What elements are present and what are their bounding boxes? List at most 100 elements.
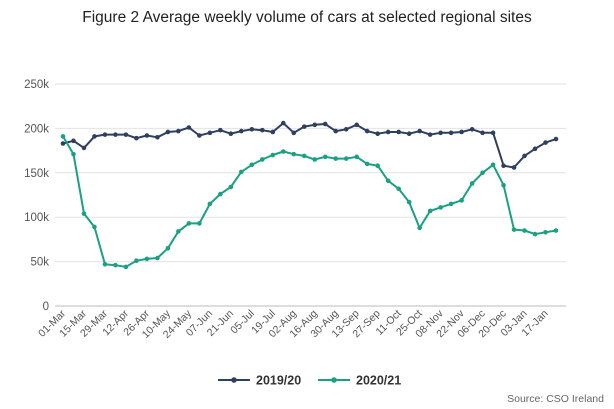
data-point bbox=[186, 221, 192, 226]
data-point bbox=[417, 128, 422, 134]
y-tick-label: 100k bbox=[24, 212, 49, 224]
data-point bbox=[490, 130, 496, 136]
data-point bbox=[448, 201, 454, 207]
series-lines bbox=[60, 120, 559, 270]
data-point bbox=[427, 132, 433, 137]
data-point bbox=[501, 163, 506, 168]
data-point bbox=[322, 121, 328, 127]
data-point bbox=[155, 255, 160, 261]
data-point bbox=[123, 264, 129, 270]
legend-swatch-marker bbox=[231, 377, 237, 383]
data-point bbox=[92, 224, 97, 230]
data-point bbox=[218, 191, 223, 197]
data-point bbox=[511, 227, 517, 232]
data-point bbox=[532, 231, 538, 237]
data-point bbox=[113, 262, 118, 268]
series-1 bbox=[60, 120, 559, 170]
data-point bbox=[207, 201, 213, 207]
data-point bbox=[375, 131, 380, 137]
data-point bbox=[81, 145, 87, 151]
data-point bbox=[239, 169, 244, 175]
y-tick-label: 150k bbox=[24, 168, 49, 180]
data-point bbox=[364, 128, 370, 134]
data-point bbox=[123, 132, 129, 137]
data-point bbox=[459, 198, 464, 203]
data-point bbox=[469, 181, 475, 186]
data-point bbox=[543, 229, 548, 235]
data-point bbox=[438, 130, 443, 136]
data-point bbox=[511, 165, 517, 170]
series-line bbox=[62, 135, 557, 268]
data-point bbox=[333, 128, 339, 134]
data-point bbox=[553, 136, 559, 142]
data-point bbox=[396, 129, 401, 135]
data-point bbox=[176, 229, 181, 234]
legend-label: 2020/21 bbox=[356, 374, 401, 388]
series-line bbox=[62, 122, 557, 169]
data-point bbox=[228, 131, 234, 137]
data-point bbox=[553, 228, 559, 233]
data-point bbox=[60, 141, 66, 146]
series-2 bbox=[60, 134, 559, 270]
source-note: Source: CSO Ireland bbox=[507, 393, 604, 405]
data-point bbox=[144, 133, 150, 138]
data-point bbox=[270, 152, 276, 158]
chart-title: Figure 2 Average weekly volume of cars a… bbox=[82, 9, 532, 26]
gridlines bbox=[55, 83, 566, 307]
data-point bbox=[301, 153, 307, 159]
data-point bbox=[102, 261, 108, 267]
data-point bbox=[291, 151, 297, 157]
data-point bbox=[197, 221, 202, 226]
data-point bbox=[354, 122, 360, 128]
data-point bbox=[144, 256, 150, 262]
data-point bbox=[459, 129, 464, 135]
legend-label: 2019/20 bbox=[256, 374, 301, 388]
data-point bbox=[259, 127, 265, 133]
data-point bbox=[228, 184, 234, 190]
data-point bbox=[480, 130, 485, 136]
data-point bbox=[218, 127, 223, 133]
legend: 2019/20 2020/21 bbox=[218, 374, 401, 388]
data-point bbox=[406, 131, 412, 137]
data-point bbox=[543, 140, 548, 145]
data-point bbox=[343, 126, 349, 132]
data-point bbox=[469, 126, 475, 132]
data-point bbox=[134, 135, 139, 141]
data-point bbox=[480, 170, 485, 176]
data-point bbox=[522, 153, 527, 159]
legend-swatch-marker bbox=[331, 377, 337, 383]
data-point bbox=[249, 126, 255, 132]
y-tick-label: 200k bbox=[24, 123, 49, 135]
data-point bbox=[176, 128, 181, 134]
data-point bbox=[197, 133, 202, 138]
data-point bbox=[92, 134, 97, 139]
y-tick-label: 0 bbox=[43, 301, 49, 313]
data-point bbox=[165, 245, 171, 251]
data-point bbox=[280, 120, 286, 126]
data-point bbox=[333, 156, 339, 161]
data-point bbox=[448, 130, 454, 136]
data-point bbox=[291, 130, 297, 136]
legend-item[interactable]: 2020/21 bbox=[318, 374, 401, 388]
data-point bbox=[113, 132, 118, 137]
legend-item[interactable]: 2019/20 bbox=[218, 374, 301, 388]
data-point bbox=[71, 151, 76, 157]
data-point bbox=[364, 161, 370, 167]
y-axis-ticks: 0 50k 100k 150k 200k 250k bbox=[24, 79, 49, 313]
data-point bbox=[522, 228, 527, 233]
x-axis-ticks: 01-Mar15-Mar29-Mar12-Apr26-Apr10-May24-M… bbox=[36, 307, 551, 341]
data-point bbox=[207, 130, 213, 136]
data-point bbox=[427, 208, 433, 214]
data-point bbox=[60, 134, 66, 139]
data-point bbox=[322, 154, 328, 160]
data-point bbox=[438, 205, 443, 210]
y-tick-label: 50k bbox=[30, 257, 49, 269]
data-point bbox=[343, 156, 349, 161]
data-point bbox=[186, 125, 192, 130]
data-point bbox=[532, 146, 538, 152]
data-point bbox=[385, 129, 391, 135]
data-point bbox=[375, 163, 380, 168]
data-point bbox=[312, 157, 318, 162]
data-point bbox=[354, 154, 360, 160]
